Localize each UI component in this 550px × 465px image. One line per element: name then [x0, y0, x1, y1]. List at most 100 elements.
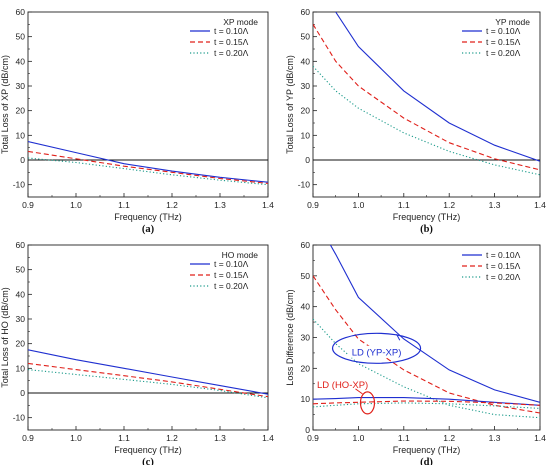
series-line [329, 245, 540, 403]
panel-label: (b) [420, 224, 433, 235]
y-tick-label: 60 [301, 7, 311, 17]
y-tick-label: 30 [16, 81, 26, 91]
x-tick-label: 1.3 [214, 433, 226, 443]
y-tick-label: 60 [16, 240, 26, 250]
x-tick-label: 1.3 [489, 433, 501, 443]
x-tick-label: 0.9 [22, 200, 34, 210]
x-tick-label: 1.4 [262, 433, 274, 443]
x-tick-label: 1.0 [352, 200, 364, 210]
legend-label: t = 0.10Λ [214, 26, 249, 36]
y-axis-label: Total Loss of XP (dB/cm) [0, 55, 10, 154]
y-tick-label: 40 [301, 302, 311, 312]
x-axis-label: Frequency (THz) [114, 212, 182, 222]
y-tick-label: 10 [16, 130, 26, 140]
mode-label: HO mode [222, 250, 259, 260]
y-tick-label: 0 [20, 155, 25, 165]
series-line [313, 400, 540, 406]
panel-label: (d) [420, 457, 433, 465]
y-axis-label: Total Loss of HO (dB/cm) [0, 287, 10, 388]
series-line [313, 275, 540, 414]
legend-label: t = 0.15Λ [214, 270, 249, 280]
panel-d: 0.9 1.0 1.1 1.2 1.3 1.4 0 10 20 30 40 50 60 Frequency… [285, 240, 546, 465]
plot-area [27, 11, 269, 198]
y-tick-label: 10 [16, 363, 26, 373]
y-tick-label: 0 [20, 388, 25, 398]
legend-label: t = 0.15Λ [486, 261, 521, 271]
x-tick-label: 0.9 [307, 433, 319, 443]
series-line [313, 397, 540, 406]
series-line [28, 369, 268, 399]
x-tick-label: 1.0 [352, 433, 364, 443]
x-tick-label: 1.2 [443, 200, 455, 210]
x-tick-label: 1.1 [118, 200, 130, 210]
y-tick-label: 10 [301, 394, 311, 404]
series-line [28, 140, 268, 183]
annotation-label: LD (YP-XP) [352, 347, 402, 358]
plot-area [312, 244, 541, 431]
x-axis-label: Frequency (THz) [393, 445, 461, 455]
legend-label: t = 0.10Λ [486, 26, 521, 36]
legend-label: t = 0.10Λ [486, 250, 521, 260]
series-group [313, 245, 540, 419]
panel-label: (c) [142, 457, 154, 465]
legend-label: t = 0.15Λ [486, 37, 521, 47]
y-tick-label: 20 [301, 106, 311, 116]
y-tick-label: 60 [301, 240, 311, 250]
x-tick-label: 1.2 [166, 433, 178, 443]
x-tick-label: 1.2 [443, 433, 455, 443]
y-tick-label: 40 [301, 56, 311, 66]
y-tick-label: 50 [16, 32, 26, 42]
y-tick-label: 20 [301, 363, 311, 373]
x-tick-label: 1.1 [398, 200, 410, 210]
y-tick-label: 30 [16, 314, 26, 324]
x-tick-label: 1.0 [70, 433, 82, 443]
y-axis-label: Total Loss of YP (dB/cm) [285, 55, 295, 154]
x-axis-label: Frequency (THz) [393, 212, 461, 222]
series-line [313, 24, 540, 171]
y-tick-label: 40 [16, 289, 26, 299]
y-tick-label: 40 [16, 56, 26, 66]
series-line [335, 12, 540, 162]
y-tick-label: -10 [13, 413, 26, 423]
x-tick-label: 1.4 [262, 200, 274, 210]
mode-label: XP mode [223, 17, 258, 27]
plot-area [27, 244, 269, 431]
annotation-ellipse [359, 391, 376, 415]
annotation-pointer [355, 388, 363, 395]
legend-label: t = 0.20Λ [214, 48, 249, 58]
legend-label: t = 0.20Λ [214, 281, 249, 291]
legend-label: t = 0.20Λ [486, 272, 521, 282]
series-group [28, 349, 268, 399]
series-line [28, 349, 268, 395]
y-tick-label: 50 [301, 32, 311, 42]
x-tick-label: 1.4 [534, 433, 546, 443]
x-tick-label: 1.0 [70, 200, 82, 210]
x-tick-label: 1.3 [489, 200, 501, 210]
y-tick-label: 50 [301, 271, 311, 281]
x-tick-label: 1.4 [534, 200, 546, 210]
x-tick-label: 1.2 [166, 200, 178, 210]
y-tick-label: 0 [305, 425, 310, 435]
annotation-ellipse [331, 332, 422, 364]
y-tick-label: 30 [301, 81, 311, 91]
panel-c: 0.9 1.0 1.1 1.2 1.3 1.4 -10 0 10 20 30 40 50 60 Freque… [0, 240, 274, 465]
series-group [313, 12, 540, 176]
annotation-pointer [396, 334, 401, 341]
y-tick-label: 50 [16, 265, 26, 275]
panel-label: (a) [142, 224, 155, 235]
legend-label: t = 0.20Λ [486, 48, 521, 58]
legend-label: t = 0.10Λ [214, 259, 249, 269]
series-line [28, 157, 268, 186]
mode-label: YP mode [495, 17, 530, 27]
series-group [28, 140, 268, 186]
legend-label: t = 0.15Λ [214, 37, 249, 47]
y-axis-label: Loss Difference (dB/cm) [285, 289, 295, 385]
y-tick-label: 0 [305, 155, 310, 165]
x-tick-label: 1.1 [118, 433, 130, 443]
y-tick-label: 30 [301, 333, 311, 343]
y-tick-label: -10 [298, 180, 311, 190]
y-tick-label: 60 [16, 7, 26, 17]
x-tick-label: 1.1 [398, 433, 410, 443]
y-tick-label: -10 [13, 180, 26, 190]
